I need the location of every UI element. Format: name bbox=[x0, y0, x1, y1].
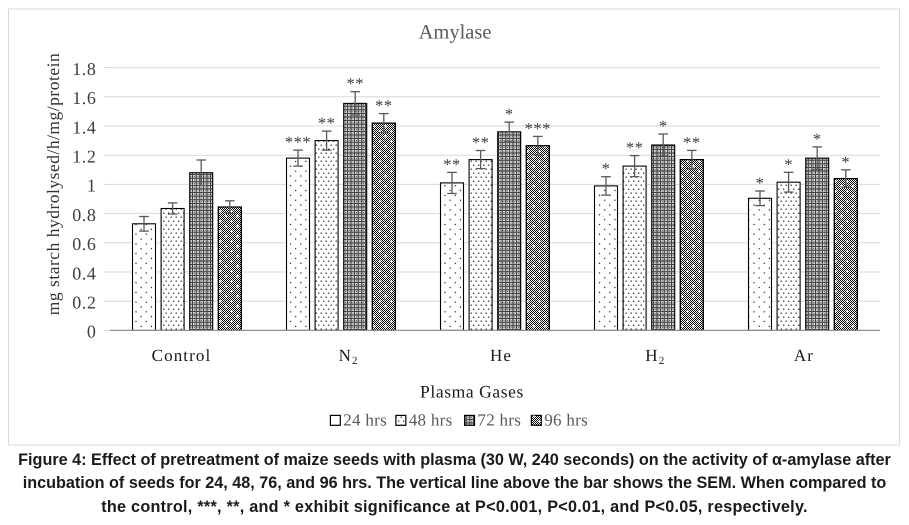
svg-text:***: *** bbox=[285, 133, 311, 152]
svg-text:1.2: 1.2 bbox=[72, 147, 96, 167]
svg-text:*: * bbox=[841, 152, 850, 171]
svg-text:0.8: 0.8 bbox=[72, 205, 96, 225]
svg-text:72 hrs: 72 hrs bbox=[477, 410, 521, 429]
svg-text:**: ** bbox=[346, 74, 364, 93]
svg-text:mg starch hydrolysed/h/mg/prot: mg starch hydrolysed/h/mg/protein bbox=[43, 53, 63, 315]
svg-text:*: * bbox=[756, 174, 765, 193]
svg-text:24 hrs: 24 hrs bbox=[343, 410, 387, 429]
svg-text:0.6: 0.6 bbox=[72, 234, 96, 254]
svg-text:**: ** bbox=[443, 155, 461, 174]
svg-text:Control: Control bbox=[152, 346, 212, 365]
svg-text:0.2: 0.2 bbox=[72, 293, 96, 313]
svg-text:**: ** bbox=[626, 138, 644, 157]
svg-text:48 hrs: 48 hrs bbox=[409, 410, 453, 429]
svg-text:0: 0 bbox=[87, 322, 97, 342]
svg-text:1.6: 1.6 bbox=[72, 88, 96, 108]
svg-text:Plasma Gases: Plasma Gases bbox=[420, 382, 524, 402]
svg-text:Ar: Ar bbox=[794, 346, 814, 365]
svg-text:**: ** bbox=[683, 133, 701, 152]
svg-text:1.8: 1.8 bbox=[72, 59, 96, 79]
svg-text:1.4: 1.4 bbox=[72, 117, 96, 137]
svg-text:*: * bbox=[813, 129, 822, 148]
svg-text:*: * bbox=[505, 105, 514, 124]
svg-text:96 hrs: 96 hrs bbox=[544, 410, 588, 429]
svg-text:He: He bbox=[490, 346, 512, 365]
svg-text:**: ** bbox=[375, 96, 393, 115]
svg-text:*: * bbox=[602, 159, 611, 178]
svg-text:1: 1 bbox=[87, 176, 97, 196]
svg-text:*: * bbox=[659, 117, 668, 136]
svg-text:Amylase: Amylase bbox=[419, 22, 492, 44]
svg-text:***: *** bbox=[525, 119, 551, 138]
svg-text:**: ** bbox=[318, 114, 336, 133]
svg-text:*: * bbox=[784, 155, 793, 174]
svg-text:**: ** bbox=[472, 133, 490, 152]
svg-text:0.4: 0.4 bbox=[72, 263, 96, 283]
